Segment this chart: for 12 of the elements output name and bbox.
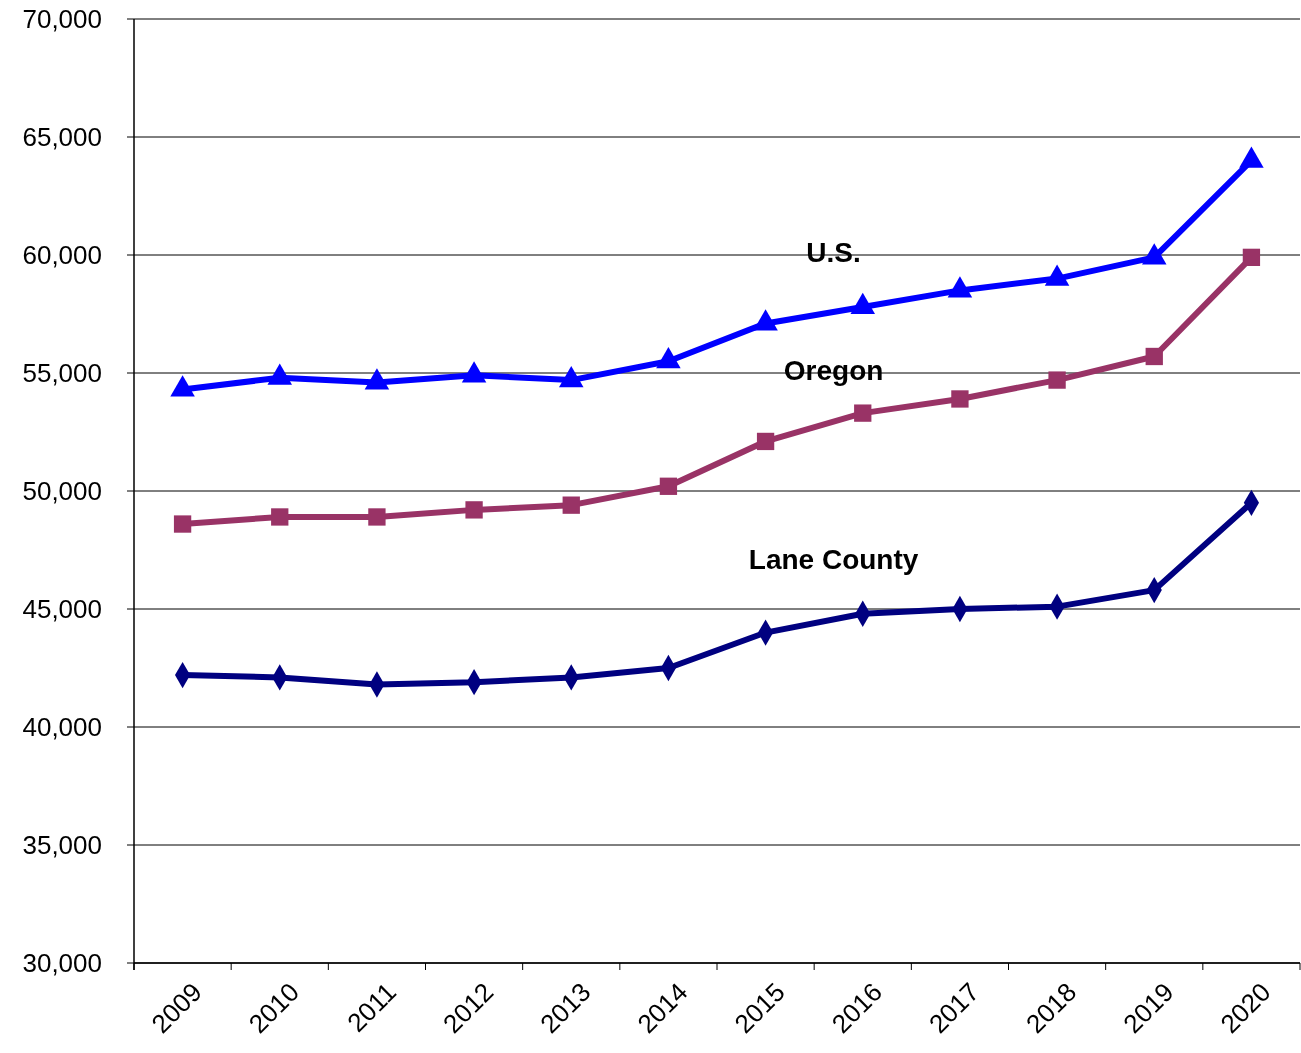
y-tick-label: 30,000 <box>22 948 102 979</box>
series-label: Oregon <box>783 355 884 387</box>
y-tick-label: 65,000 <box>22 122 102 153</box>
y-tick-label: 50,000 <box>22 476 102 507</box>
y-tick-label: 35,000 <box>22 830 102 861</box>
y-tick-label: 40,000 <box>22 712 102 743</box>
y-tick-label: 70,000 <box>22 4 102 35</box>
series-label: U.S. <box>806 236 861 268</box>
series-label: Lane County <box>748 543 919 575</box>
y-tick-label: 45,000 <box>22 594 102 625</box>
y-tick-label: 55,000 <box>22 358 102 389</box>
y-tick-label: 60,000 <box>22 240 102 271</box>
